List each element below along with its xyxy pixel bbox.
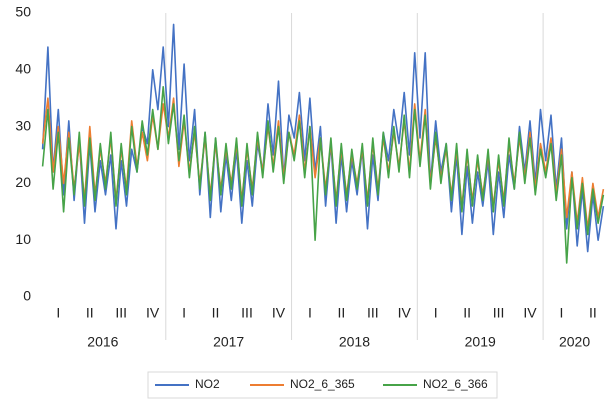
x-tick-label: II xyxy=(463,305,471,321)
y-tick-label: 0 xyxy=(23,288,31,304)
x-tick-label: I xyxy=(308,305,312,321)
x-tick-label: III xyxy=(241,305,253,321)
x-tick-label: IV xyxy=(146,305,160,321)
x-tick-label: I xyxy=(182,305,186,321)
series-line xyxy=(41,86,605,264)
legend-box xyxy=(147,371,498,399)
x-tick-label: I xyxy=(434,305,438,321)
x-tick-label: II xyxy=(86,305,94,321)
year-label: 2017 xyxy=(213,334,244,350)
x-tick-label: III xyxy=(493,305,505,321)
year-label: 2018 xyxy=(339,334,370,350)
legend-item: NO2_6_365 xyxy=(250,377,355,391)
x-tick-label: IV xyxy=(272,305,286,321)
y-tick-label: 40 xyxy=(15,61,31,77)
y-tick-label: 50 xyxy=(15,4,31,20)
legend-item: NO2 xyxy=(155,377,220,391)
y-tick-label: 20 xyxy=(15,174,31,190)
legend-item: NO2_6_366 xyxy=(383,377,488,391)
legend-label: NO2_6_366 xyxy=(423,377,488,391)
x-tick-label: II xyxy=(212,305,220,321)
x-tick-label: I xyxy=(560,305,564,321)
legend-label: NO2_6_365 xyxy=(290,377,355,391)
x-tick-label: IV xyxy=(398,305,412,321)
x-tick-label: I xyxy=(56,305,60,321)
x-tick-label: IV xyxy=(523,305,537,321)
x-tick-label: III xyxy=(115,305,127,321)
year-label: 2016 xyxy=(87,334,118,350)
x-tick-label: II xyxy=(337,305,345,321)
x-tick-label: II xyxy=(589,305,597,321)
year-label: 2019 xyxy=(465,334,496,350)
year-label: 2020 xyxy=(559,334,590,350)
legend-label: NO2 xyxy=(195,377,220,391)
y-tick-label: 30 xyxy=(15,117,31,133)
y-tick-label: 10 xyxy=(15,231,31,247)
x-tick-label: III xyxy=(367,305,379,321)
